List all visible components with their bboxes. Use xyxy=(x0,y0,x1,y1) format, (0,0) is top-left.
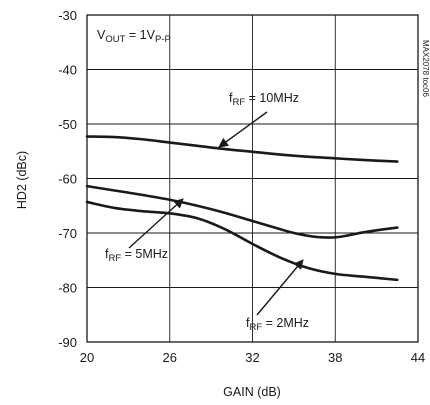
annotation-arrows xyxy=(128,111,304,316)
y-axis-label: HD2 (dBc) xyxy=(15,151,29,209)
y-tick-label: -50 xyxy=(58,117,77,132)
x-tick-label: 38 xyxy=(328,350,342,365)
x-axis-label: GAIN (dB) xyxy=(223,385,281,399)
annotation-3: fRF = 2MHz xyxy=(246,316,309,333)
y-tick-label: -60 xyxy=(58,172,77,187)
series-line-0 xyxy=(85,135,399,163)
x-tick-labels: 20 26 32 38 44 xyxy=(80,350,425,365)
series-line-1 xyxy=(85,184,399,239)
y-tick-labels: -30 -40 -50 -60 -70 -80 -90 xyxy=(58,8,77,350)
grid xyxy=(87,15,418,342)
plot-frame xyxy=(86,14,419,343)
annotation-arrow-0 xyxy=(218,111,268,148)
x-tick-label: 32 xyxy=(245,350,259,365)
series-line-2 xyxy=(85,200,399,282)
x-tick-label: 44 xyxy=(411,350,425,365)
y-tick-label: -80 xyxy=(58,281,77,296)
annotation-arrow-2 xyxy=(256,259,304,316)
figure-id-label: MAX2078 toc06 xyxy=(421,40,430,97)
y-tick-label: -30 xyxy=(58,8,77,23)
y-tick-label: -40 xyxy=(58,63,77,78)
annotations: VOUT = 1VP-P fRF = 10MHz fRF = 5MHz fRF = 2… xyxy=(97,28,309,333)
x-tick-label: 26 xyxy=(163,350,177,365)
series-lines xyxy=(85,135,399,282)
x-tick-label: 20 xyxy=(80,350,94,365)
annotation-2: fRF = 5MHz xyxy=(105,247,168,264)
annotation-1: fRF = 10MHz xyxy=(229,91,299,108)
y-tick-label: -90 xyxy=(58,335,77,350)
y-tick-label: -70 xyxy=(58,226,77,241)
annotation-0: VOUT = 1VP-P xyxy=(97,28,171,45)
annotation-arrow-1 xyxy=(128,198,184,249)
